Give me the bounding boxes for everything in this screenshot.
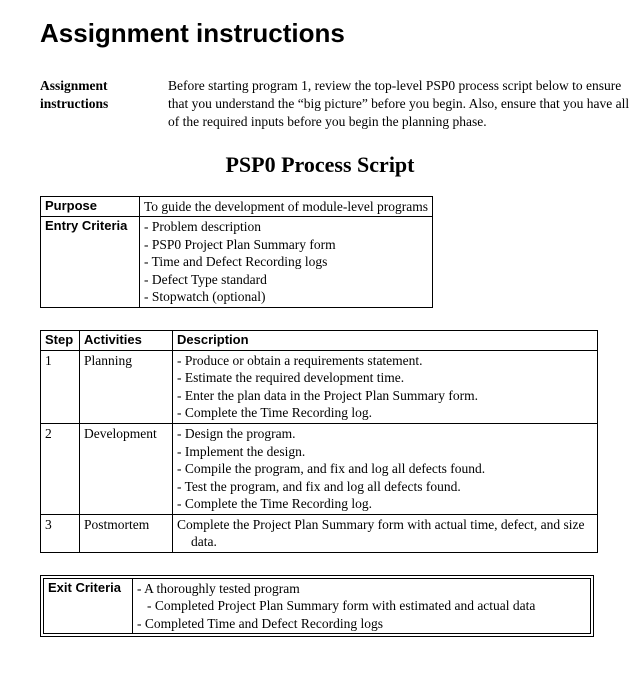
- table-row: 3 Postmortem Complete the Project Plan S…: [41, 514, 598, 552]
- purpose-value-cell: To guide the development of module-level…: [140, 196, 433, 217]
- list-item: - Complete the Time Recording log.: [177, 404, 593, 422]
- list-item: - PSP0 Project Plan Summary form: [144, 236, 428, 254]
- step-num-cell: 1: [41, 350, 80, 423]
- description-cell: - Design the program. - Implement the de…: [173, 424, 598, 515]
- intro-label: Assignment instructions: [40, 77, 168, 112]
- list-item: - Design the program.: [177, 425, 593, 443]
- col-step: Step: [41, 330, 80, 350]
- table-row: Purpose To guide the development of modu…: [41, 196, 433, 217]
- page-title: Assignment instructions: [40, 18, 635, 49]
- activity-cell: Planning: [80, 350, 173, 423]
- col-activities: Activities: [80, 330, 173, 350]
- col-description: Description: [173, 330, 598, 350]
- list-item: - Stopwatch (optional): [144, 288, 428, 306]
- purpose-label-cell: Purpose: [41, 196, 140, 217]
- activity-cell: Postmortem: [80, 514, 173, 552]
- section-title: PSP0 Process Script: [40, 152, 600, 178]
- list-item: - Test the program, and fix and log all …: [177, 478, 593, 496]
- entry-criteria-value-cell: - Problem description - PSP0 Project Pla…: [140, 217, 433, 308]
- list-item: - Complete the Time Recording log.: [177, 495, 593, 513]
- intro-body: Before starting program 1, review the to…: [168, 77, 635, 132]
- step-num-cell: 3: [41, 514, 80, 552]
- table-row: Exit Criteria - A thoroughly tested prog…: [44, 578, 591, 634]
- intro-block: Assignment instructions Before starting …: [40, 77, 635, 132]
- list-item: - Problem description: [144, 218, 428, 236]
- list-item: - A thoroughly tested program: [137, 580, 586, 598]
- list-item: - Completed Time and Defect Recording lo…: [137, 615, 586, 633]
- list-item: - Produce or obtain a requirements state…: [177, 352, 593, 370]
- exit-criteria-outer-border: Exit Criteria - A thoroughly tested prog…: [40, 575, 594, 638]
- list-item: - Completed Project Plan Summary form wi…: [137, 597, 586, 615]
- list-item: - Enter the plan data in the Project Pla…: [177, 387, 593, 405]
- list-item: - Time and Defect Recording logs: [144, 253, 428, 271]
- table-row: 1 Planning - Produce or obtain a require…: [41, 350, 598, 423]
- list-item: - Defect Type standard: [144, 271, 428, 289]
- steps-table: Step Activities Description 1 Planning -…: [40, 330, 598, 553]
- step-num-cell: 2: [41, 424, 80, 515]
- list-item: - Implement the design.: [177, 443, 593, 461]
- description-cell: - Produce or obtain a requirements state…: [173, 350, 598, 423]
- entry-criteria-label-cell: Entry Criteria: [41, 217, 140, 308]
- list-item: - Estimate the required development time…: [177, 369, 593, 387]
- table-row: 2 Development - Design the program. - Im…: [41, 424, 598, 515]
- exit-criteria-value-cell: - A thoroughly tested program - Complete…: [133, 578, 591, 634]
- exit-criteria-table: Exit Criteria - A thoroughly tested prog…: [43, 578, 591, 635]
- table-row: Entry Criteria - Problem description - P…: [41, 217, 433, 308]
- description-cell: Complete the Project Plan Summary form w…: [173, 514, 598, 552]
- description-text: Complete the Project Plan Summary form w…: [177, 516, 593, 551]
- purpose-entry-table: Purpose To guide the development of modu…: [40, 196, 433, 308]
- activity-cell: Development: [80, 424, 173, 515]
- list-item: - Compile the program, and fix and log a…: [177, 460, 593, 478]
- table-header-row: Step Activities Description: [41, 330, 598, 350]
- exit-criteria-label-cell: Exit Criteria: [44, 578, 133, 634]
